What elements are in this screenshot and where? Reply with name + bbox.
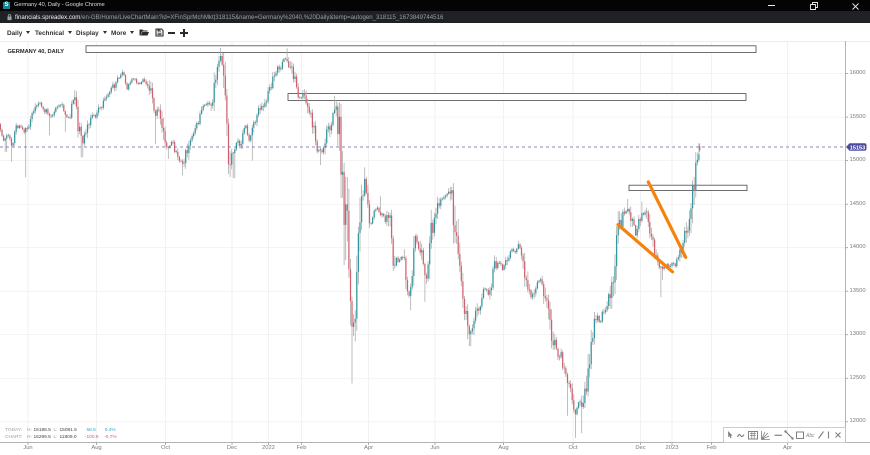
svg-text:15153: 15153 xyxy=(850,145,866,151)
svg-text:Abc: Abc xyxy=(805,433,815,439)
